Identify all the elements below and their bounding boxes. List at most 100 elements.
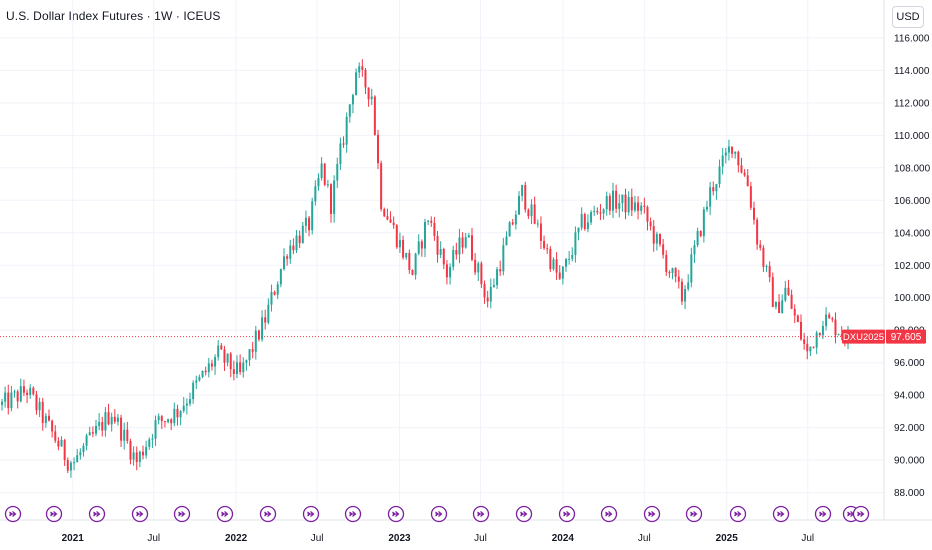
candle-body — [392, 222, 395, 226]
candle-body — [157, 416, 160, 421]
candle-body — [361, 66, 364, 70]
candle-body — [774, 301, 777, 307]
event-markers[interactable] — [4, 505, 870, 523]
candle-body — [699, 230, 702, 237]
y-tick-label: 114.000 — [894, 66, 930, 77]
y-tick-label: 106.000 — [894, 196, 931, 207]
candle-body — [655, 233, 658, 244]
candle-body — [113, 416, 116, 422]
x-tick-label: 2024 — [552, 533, 575, 544]
candle-body — [800, 321, 802, 340]
candle-body — [652, 226, 655, 244]
candle-body — [257, 330, 260, 340]
candle-body — [326, 184, 329, 186]
candle-body — [546, 248, 549, 250]
candle-body — [85, 435, 88, 446]
candle-body — [436, 236, 439, 255]
candle-body — [201, 370, 204, 377]
y-tick-label: 102.000 — [894, 261, 931, 272]
candle-body — [295, 235, 298, 251]
candle-body — [223, 349, 226, 363]
arrow-right-circle-icon[interactable] — [472, 505, 490, 523]
candle-body — [837, 334, 840, 336]
candle-body — [712, 187, 715, 192]
candle-body — [539, 223, 542, 241]
candle-body — [577, 227, 580, 233]
candle-body — [160, 416, 163, 422]
candle-body — [210, 363, 213, 367]
price-axis[interactable]: 88.00090.00092.00094.00096.00098.000100.… — [894, 33, 931, 499]
candle-body — [179, 410, 182, 418]
candle-body — [489, 286, 492, 302]
candle-body — [292, 245, 295, 251]
candle-body — [195, 380, 198, 383]
arrow-right-circle-icon[interactable] — [558, 505, 576, 523]
candle-body — [831, 318, 834, 320]
arrow-right-circle-icon[interactable] — [4, 505, 22, 523]
arrow-right-circle-icon[interactable] — [259, 505, 277, 523]
arrow-right-circle-icon[interactable] — [88, 505, 106, 523]
candle-body — [101, 422, 104, 431]
candle-body — [132, 452, 135, 460]
candle-body — [702, 209, 705, 237]
x-tick-label: 2022 — [225, 533, 248, 544]
candle-body — [204, 370, 207, 373]
arrow-right-circle-icon[interactable] — [515, 505, 533, 523]
candle-body — [116, 417, 119, 422]
candle-body — [555, 259, 558, 273]
candle-body — [624, 194, 627, 213]
arrow-right-circle-icon[interactable] — [216, 505, 234, 523]
arrow-right-circle-icon[interactable] — [772, 505, 790, 523]
candle-body — [395, 225, 398, 248]
candle-body — [323, 163, 326, 185]
candle-body — [671, 268, 674, 274]
candle-body — [552, 259, 555, 270]
candle-body — [806, 343, 809, 352]
candle-body — [571, 254, 574, 259]
candle-body — [232, 369, 235, 374]
arrow-right-circle-icon[interactable] — [600, 505, 618, 523]
candle-body — [693, 245, 696, 255]
candle-body — [304, 217, 307, 226]
candle-body — [696, 230, 699, 246]
candle-body — [345, 116, 348, 145]
arrow-right-circle-icon[interactable] — [45, 505, 63, 523]
candle-body — [649, 221, 652, 227]
candle-body — [568, 258, 571, 260]
arrow-right-circle-icon[interactable] — [852, 505, 870, 523]
candle-body — [420, 241, 423, 249]
arrow-right-circle-icon[interactable] — [302, 505, 320, 523]
arrow-right-circle-icon[interactable] — [131, 505, 149, 523]
arrow-right-circle-icon[interactable] — [344, 505, 362, 523]
candle-body — [192, 382, 195, 400]
arrow-right-circle-icon[interactable] — [430, 505, 448, 523]
candle-body — [26, 392, 29, 395]
candle-body — [677, 276, 680, 282]
time-axis[interactable]: 2021 Jul 2022 Jul 2023 Jul 2024 Jul 2025 Jul — [62, 533, 815, 544]
arrow-right-circle-icon[interactable] — [387, 505, 405, 523]
candle-body — [154, 420, 157, 439]
candle-body — [674, 268, 677, 277]
candle-body — [809, 346, 812, 352]
candle-body — [367, 87, 370, 100]
currency-button[interactable]: USD — [892, 6, 924, 28]
candle-body — [709, 187, 712, 207]
candle-body — [527, 209, 530, 217]
y-tick-label: 116.000 — [894, 33, 930, 44]
arrow-right-circle-icon[interactable] — [173, 505, 191, 523]
candle-body — [163, 421, 166, 423]
candle-body — [731, 146, 734, 154]
y-tick-label: 88.000 — [894, 488, 925, 499]
candle-body — [408, 252, 411, 271]
arrow-right-circle-icon[interactable] — [814, 505, 832, 523]
candle-body — [433, 222, 436, 237]
candle-body — [48, 415, 50, 421]
candle-body — [417, 241, 420, 254]
arrow-right-circle-icon[interactable] — [729, 505, 747, 523]
arrow-right-circle-icon[interactable] — [685, 505, 703, 523]
candle-body — [765, 266, 768, 268]
candle-body — [715, 184, 718, 192]
arrow-right-circle-icon[interactable] — [643, 505, 661, 523]
candle-body — [618, 203, 621, 209]
